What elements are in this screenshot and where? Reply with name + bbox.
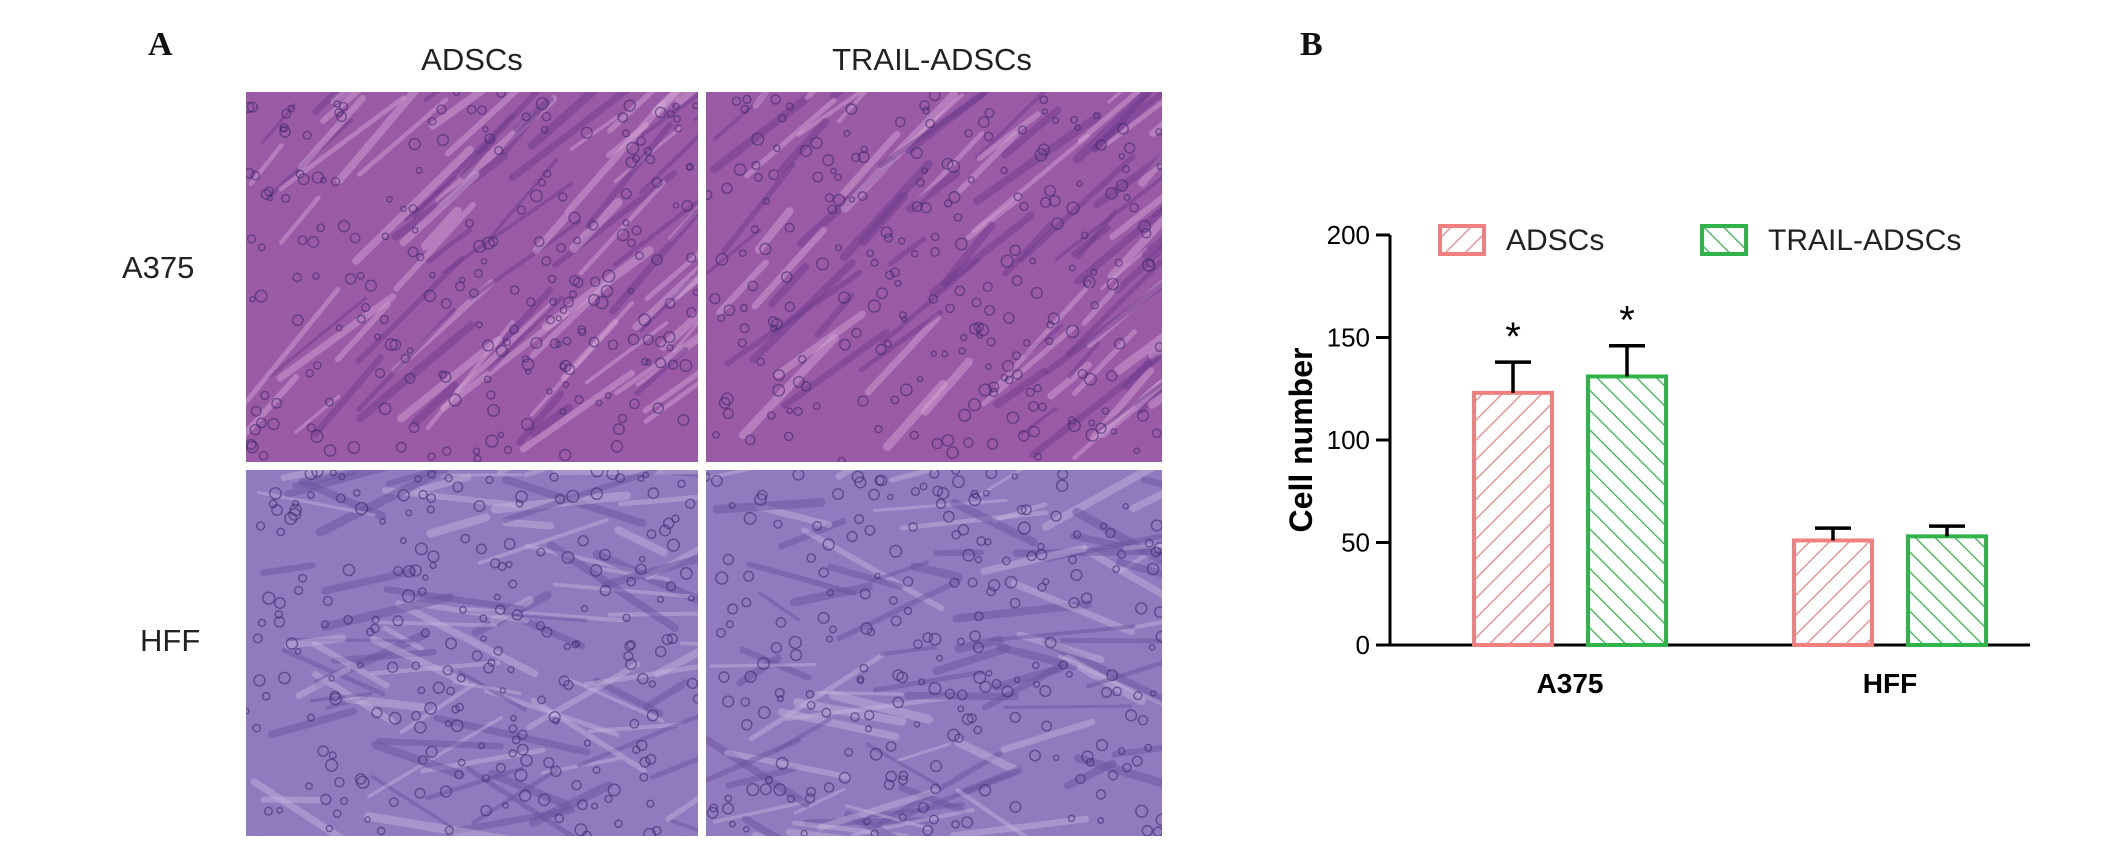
legend-swatch [1438,224,1486,256]
micrograph-a375-adscs [246,92,698,462]
column-label-adscs: ADSCs [421,42,523,77]
legend-swatch [1700,224,1748,256]
micrograph-hff-adscs [246,470,698,836]
column-label-trail-adscs: TRAIL-ADSCs [832,42,1032,77]
y-axis-label: Cell number [1283,348,1319,533]
bar [1792,538,1874,648]
legend-label: TRAIL-ADSCs [1768,224,1961,257]
bar [1586,374,1668,647]
micrograph-hff-trail-adscs [706,470,1162,836]
x-tick-label: HFF [1863,668,1917,699]
y-tick-label: 100 [1327,425,1370,455]
bar [1472,390,1554,647]
significance-marker: * [1505,315,1521,359]
bar [1906,534,1988,648]
y-tick-label: 150 [1327,323,1370,353]
panel-a-letter: A [148,26,173,63]
row-label-a375: A375 [122,250,195,285]
x-tick-label: A375 [1537,668,1604,699]
y-tick-label: 0 [1356,630,1370,660]
row-label-hff: HFF [140,623,201,658]
bar-chart: 0 50 100 150 200 Cell number * * A375 HFF ADSCs TRA… [1283,220,2030,699]
legend-label: ADSCs [1506,224,1604,257]
micrograph-a375-trail-adscs [706,92,1162,462]
y-tick-label: 50 [1341,528,1370,558]
significance-marker: * [1619,299,1635,343]
panel-b-letter: B [1300,26,1323,63]
y-tick-label: 200 [1327,220,1370,250]
